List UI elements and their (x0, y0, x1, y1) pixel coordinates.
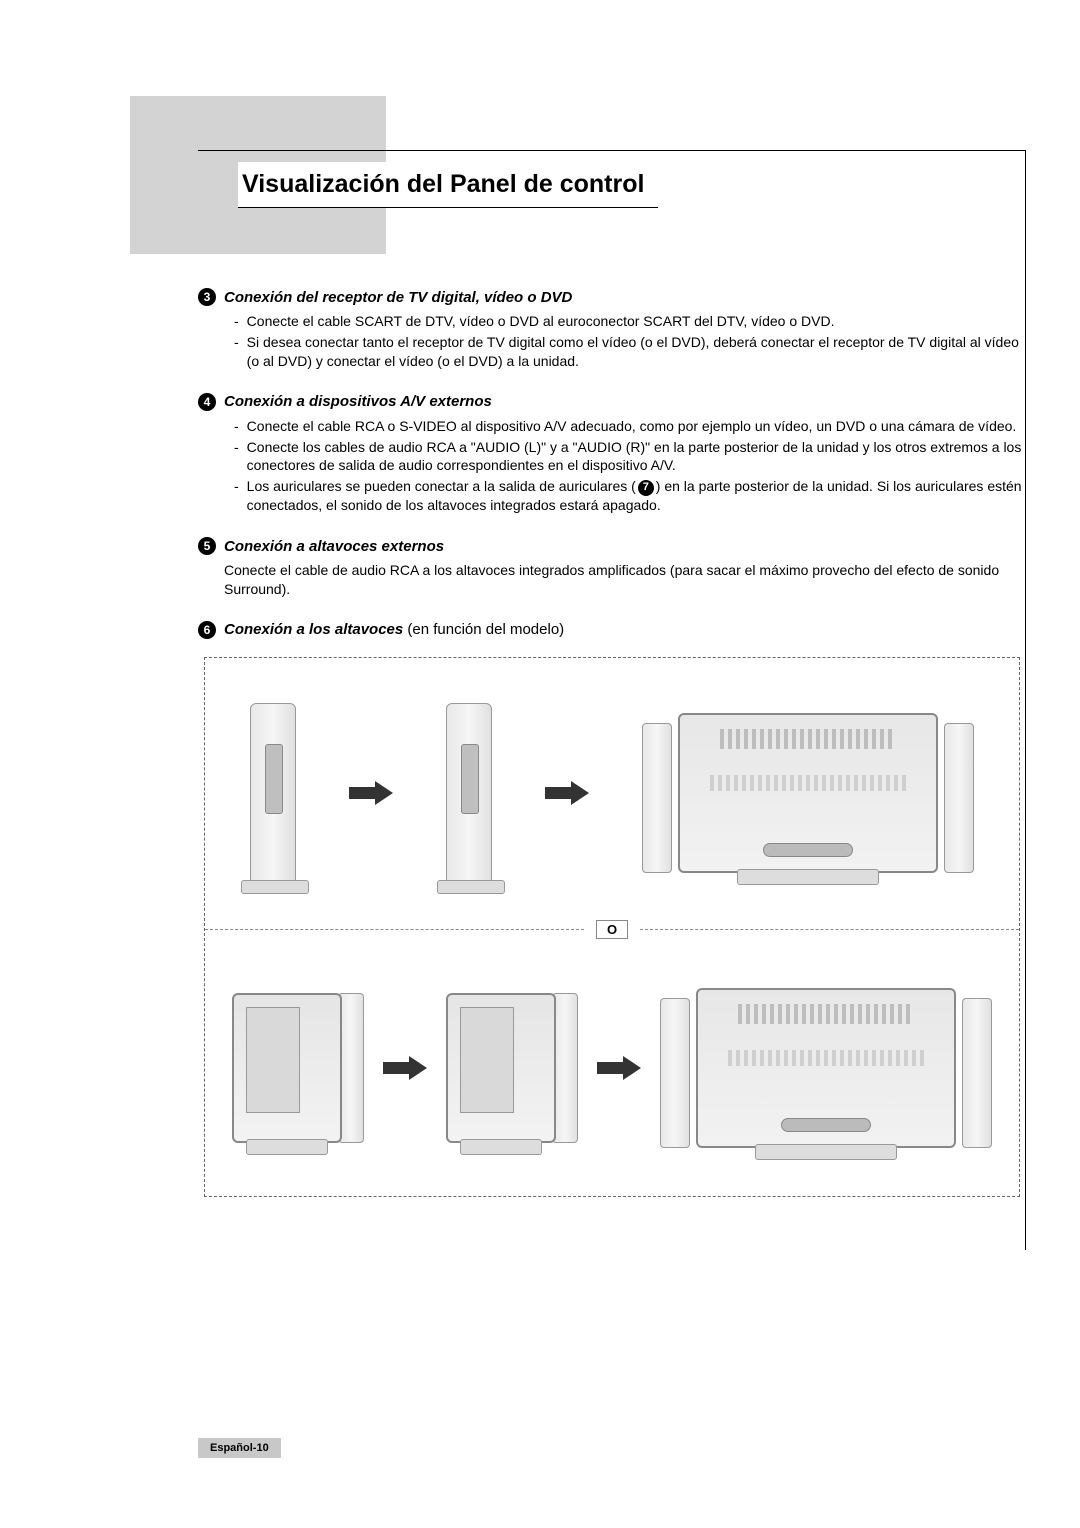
section-4-bullets: - Conecte el cable RCA o S-VIDEO al disp… (234, 417, 1026, 515)
list-item: - Los auriculares se pueden conectar a l… (234, 477, 1026, 515)
section-3-bullets: - Conecte el cable SCART de DTV, vídeo o… (234, 312, 1026, 371)
section-6-title-wrap: Conexión a los altavoces (en función del… (224, 621, 564, 639)
page-title: Visualización del Panel de control (238, 162, 658, 208)
divider-line-icon (640, 929, 1019, 930)
side-speaker-icon (962, 998, 992, 1148)
section-5-heading: 5 Conexión a altavoces externos (198, 537, 1026, 555)
list-item: - Si desea conectar tanto el receptor de… (234, 333, 1026, 371)
tv-with-speakers-icon (660, 988, 992, 1148)
diagram-row-attached (205, 958, 1019, 1178)
bullet-text: Si desea conectar tanto el receptor de T… (247, 333, 1026, 371)
bullet-pre: Los auriculares se pueden conectar a la … (247, 478, 636, 494)
section-6: 6 Conexión a los altavoces (en función d… (198, 621, 1026, 1197)
divider-label: O (596, 920, 628, 939)
section-6-heading: 6 Conexión a los altavoces (en función d… (198, 621, 1026, 639)
dash-icon: - (234, 417, 239, 436)
section-3-heading: 3 Conexión del receptor de TV digital, v… (198, 288, 1026, 306)
arrow-right-icon (597, 1056, 641, 1080)
bullet-text: Conecte los cables de audio RCA a "AUDIO… (247, 438, 1026, 476)
tv-front-with-speaker-icon (232, 993, 364, 1143)
attached-speaker-icon (338, 993, 364, 1143)
list-item: - Conecte el cable RCA o S-VIDEO al disp… (234, 417, 1026, 436)
dash-icon: - (234, 477, 239, 515)
side-speaker-icon (944, 723, 974, 873)
list-item: - Conecte los cables de audio RCA a "AUD… (234, 438, 1026, 476)
section-3-title: Conexión del receptor de TV digital, víd… (224, 289, 572, 306)
circled-number-icon: 3 (198, 288, 216, 306)
section-5: 5 Conexión a altavoces externos Conecte … (198, 537, 1026, 599)
dash-icon: - (234, 438, 239, 476)
tv-rear-icon (678, 713, 938, 873)
tv-with-speakers-icon (642, 713, 974, 873)
section-4: 4 Conexión a dispositivos A/V externos -… (198, 393, 1026, 515)
page-body: 3 Conexión del receptor de TV digital, v… (198, 288, 1026, 1219)
tv-front-icon (446, 993, 556, 1143)
section-3: 3 Conexión del receptor de TV digital, v… (198, 288, 1026, 371)
section-6-suffix: (en función del modelo) (403, 621, 564, 638)
circled-number-icon: 4 (198, 393, 216, 411)
section-4-heading: 4 Conexión a dispositivos A/V externos (198, 393, 1026, 411)
circled-number-icon: 6 (198, 621, 216, 639)
arrow-right-icon (383, 1056, 427, 1080)
bullet-text: Conecte el cable SCART de DTV, vídeo o D… (247, 312, 835, 331)
bullet-text: Los auriculares se pueden conectar a la … (247, 477, 1026, 515)
bullet-text: Conecte el cable RCA o S-VIDEO al dispos… (247, 417, 1017, 436)
dash-icon: - (234, 333, 239, 371)
tv-front-with-speaker-icon (446, 993, 578, 1143)
section-5-title: Conexión a altavoces externos (224, 538, 444, 555)
section-5-paragraph: Conecte el cable de audio RCA a los alta… (224, 561, 1026, 599)
speaker-connection-diagram: O (204, 657, 1020, 1197)
section-4-title: Conexión a dispositivos A/V externos (224, 393, 492, 410)
dash-icon: - (234, 312, 239, 331)
arrow-right-icon (545, 781, 589, 805)
speaker-standalone-icon (250, 703, 296, 883)
divider-line-icon (205, 929, 584, 930)
speaker-standalone-icon (446, 703, 492, 883)
list-item: - Conecte el cable SCART de DTV, vídeo o… (234, 312, 1026, 331)
section-6-title: Conexión a los altavoces (224, 621, 403, 638)
tv-rear-icon (696, 988, 956, 1148)
page-number-footer: Español-10 (198, 1438, 281, 1458)
circled-number-icon: 5 (198, 537, 216, 555)
side-speaker-icon (660, 998, 690, 1148)
circled-number-inline-icon: 7 (638, 480, 654, 496)
diagram-divider: O (205, 920, 1019, 939)
diagram-row-standmount (205, 678, 1019, 908)
side-speaker-icon (642, 723, 672, 873)
arrow-right-icon (349, 781, 393, 805)
content-frame-border (198, 150, 1026, 151)
tv-front-icon (232, 993, 342, 1143)
